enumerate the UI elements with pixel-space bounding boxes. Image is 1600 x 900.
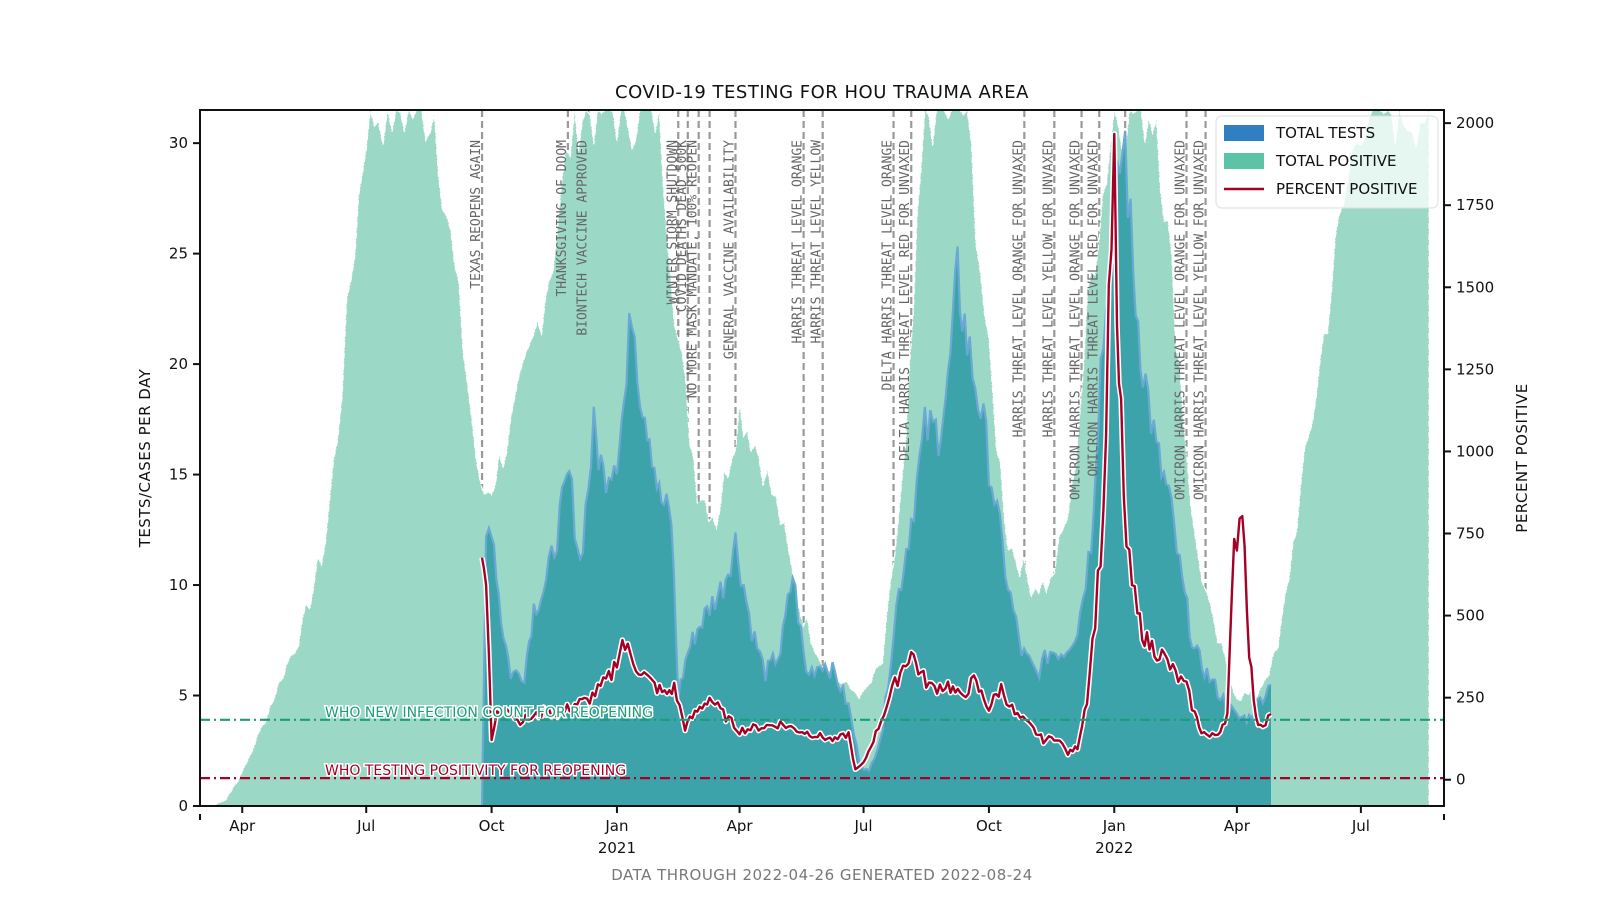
reference-line-label: WHO TESTING POSITIVITY FOR REOPENING xyxy=(325,763,626,779)
series-total-tests-line xyxy=(480,130,1272,806)
legend-swatch xyxy=(1224,125,1264,141)
y-left-tick-label: 15 xyxy=(169,466,188,484)
y-left-tick-label: 10 xyxy=(169,576,188,594)
y-right-tick-label: 2000 xyxy=(1456,114,1494,132)
chart-footer: DATA THROUGH 2022-04-26 GENERATED 2022-0… xyxy=(611,866,1033,884)
y-left-tick-label: 25 xyxy=(169,245,188,263)
y-axis-left-title: TESTS/CASES PER DAY xyxy=(136,368,154,548)
x-tick-label: Jul xyxy=(356,817,375,835)
y-right-tick-label: 0 xyxy=(1456,771,1466,789)
legend-box xyxy=(1215,115,1439,209)
event-label: BIONTECH VACCINE APPROVED xyxy=(575,140,590,336)
event-label: HARRIS THREAT LEVEL YELLOW xyxy=(810,140,825,344)
y-axis-right: 0 250 500 750 1000 1250 1500 1750 2000 xyxy=(1444,114,1494,789)
x-tick-label: Apr xyxy=(229,817,256,835)
event-label: THANKSGIVING OF DOOM xyxy=(555,140,570,297)
y-left-tick-label: 30 xyxy=(169,134,188,152)
x-tick-label: Jan xyxy=(604,817,628,835)
x-tick-label: Jul xyxy=(854,817,873,835)
series-layer xyxy=(212,108,1430,807)
y-left-tick-label: 0 xyxy=(178,797,188,815)
y-right-tick-label: 1000 xyxy=(1456,442,1494,460)
y-right-tick-label: 1750 xyxy=(1456,196,1494,214)
reference-lines: WHO NEW INFECTION COUNT FOR REOPENING WHO… xyxy=(200,703,1444,781)
reference-line-label: WHO NEW INFECTION COUNT FOR REOPENING xyxy=(325,705,653,721)
event-label: HARRIS THREAT LEVEL YELLOW FOR UNVAXED xyxy=(1041,140,1056,438)
event-label: OMICRON HARRIS THREAT LEVEL ORANGE FOR U… xyxy=(1069,140,1084,500)
y-axis-right-title: PERCENT POSITIVE xyxy=(1513,383,1531,532)
chart-title: COVID-19 TESTING FOR HOU TRAUMA AREA xyxy=(615,82,1029,103)
event-label: GENERAL VACCINE AVAILABILITY xyxy=(723,140,738,359)
series-percent-positive-line xyxy=(480,132,1272,771)
event-label: DELTA HARRIS THREAT LEVEL RED FOR UNVAXE… xyxy=(898,140,913,461)
x-tick-label: Jan xyxy=(1102,817,1126,835)
y-right-tick-label: 250 xyxy=(1456,689,1485,707)
event-label: NO MORE MASK MANDATE, 100% REOPEN xyxy=(686,140,701,398)
event-label: COVID DEATHS DEAD 500K xyxy=(675,140,690,312)
x-tick-year-label: 2022 xyxy=(1095,839,1133,857)
event-label: WINTER STORM SHUTDOWN xyxy=(665,140,680,304)
event-label: HARRIS THREAT LEVEL ORANGE xyxy=(791,140,806,344)
event-label: OMICRON HARRIS THREAT LEVEL ORANGE FOR U… xyxy=(1174,140,1189,500)
legend: TOTAL TESTS TOTAL POSITIVE PERCENT POSITIV… xyxy=(1215,115,1439,209)
event-label: OMICRON HARRIS THREAT LEVEL RED FOR UNVA… xyxy=(1086,140,1101,477)
x-tick-label: Jul xyxy=(1351,817,1370,835)
y-right-tick-label: 1500 xyxy=(1456,278,1494,296)
y-right-tick-label: 1250 xyxy=(1456,360,1494,378)
legend-label: TOTAL TESTS xyxy=(1275,124,1375,142)
plot-frame xyxy=(199,109,1445,807)
series-total-tests-area xyxy=(482,130,1271,807)
event-label: TEXAS REOPENS AGAIN xyxy=(469,140,484,289)
legend-label: TOTAL POSITIVE xyxy=(1275,152,1396,170)
x-tick-label: Apr xyxy=(1224,817,1251,835)
y-right-tick-label: 500 xyxy=(1456,607,1485,625)
x-tick-label: Apr xyxy=(727,817,754,835)
event-label: HARRIS THREAT LEVEL ORANGE FOR UNVAXED xyxy=(1011,140,1026,438)
y-right-tick-label: 750 xyxy=(1456,525,1485,543)
x-tick-label: Oct xyxy=(976,817,1002,835)
y-axis-left: 0 5 10 15 20 25 30 xyxy=(169,134,200,815)
legend-label: PERCENT POSITIVE xyxy=(1276,180,1417,198)
event-labels: TEXAS REOPENS AGAIN THANKSGIVING OF DOOM B… xyxy=(469,140,1208,500)
y-left-tick-label: 20 xyxy=(169,355,188,373)
event-label: OMICRON HARRIS THREAT LEVEL YELLOW FOR U… xyxy=(1193,140,1208,500)
x-tick-label: Oct xyxy=(479,817,505,835)
x-axis: Apr Jul Oct Jan 2021 Apr Jul Oct Jan 2022 Apr Jul xyxy=(199,806,1445,857)
legend-swatch xyxy=(1224,153,1264,169)
event-label: DELTA HARRIS THREAT LEVEL ORANGE xyxy=(881,140,896,390)
plot-area: TEXAS REOPENS AGAIN THANKSGIVING OF DOOM B… xyxy=(200,108,1444,807)
x-tick-year-label: 2021 xyxy=(598,839,636,857)
y-left-tick-label: 5 xyxy=(178,687,188,705)
